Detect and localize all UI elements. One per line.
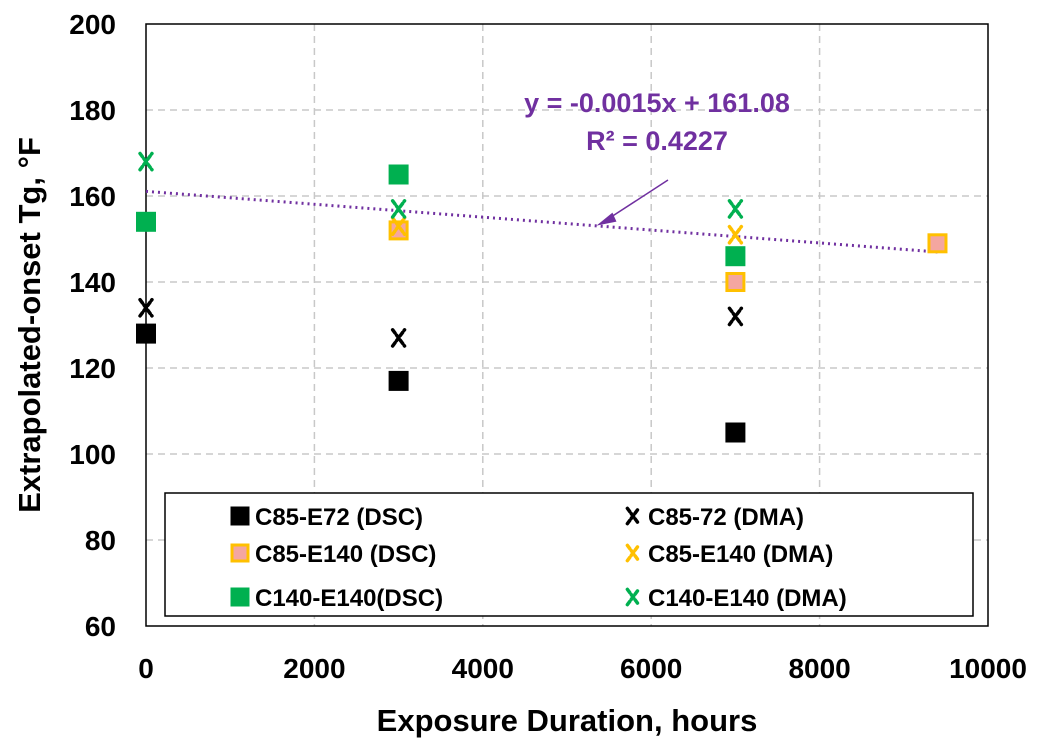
x-tick-label: 2000	[283, 653, 345, 684]
y-tick-label: 100	[69, 439, 116, 470]
r-squared-label: R² = 0.4227	[586, 126, 728, 156]
legend-marker	[230, 587, 250, 607]
legend-box	[164, 492, 974, 617]
marker-stroke	[625, 506, 641, 526]
y-tick-label: 160	[69, 181, 116, 212]
data-point	[388, 164, 409, 185]
data-point	[725, 422, 746, 443]
marker-stroke	[390, 199, 407, 219]
equation-label: y = -0.0015x + 161.08	[524, 88, 790, 118]
legend-marker	[625, 506, 641, 526]
data-point	[390, 328, 407, 348]
marker-stroke	[625, 543, 641, 563]
legend-marker	[230, 506, 250, 526]
y-tick-label: 200	[69, 9, 116, 40]
data-point	[725, 272, 746, 292]
legend-item: C140-E140 (DMA)	[625, 585, 847, 612]
legend-item: C140-E140(DSC)	[230, 585, 443, 612]
marker-stroke	[138, 297, 154, 318]
data-point	[388, 370, 409, 391]
data-points	[136, 151, 948, 443]
marker-stroke	[727, 199, 744, 219]
legend-label: C85-E140 (DMA)	[648, 541, 833, 568]
legend-item: C85-E140 (DMA)	[625, 541, 833, 568]
data-point	[136, 211, 156, 232]
data-point	[727, 199, 744, 219]
y-tick-label: 80	[85, 525, 116, 556]
x-tick-label: 6000	[620, 653, 682, 684]
data-point	[138, 297, 154, 318]
legend-marker	[230, 543, 250, 563]
legend-label: C140-E140(DSC)	[255, 585, 443, 612]
data-point	[725, 246, 746, 267]
annotation-arrowhead	[596, 212, 617, 226]
data-point	[727, 224, 744, 245]
y-tick-label: 120	[69, 353, 116, 384]
trendline-equation: y = -0.0015x + 161.08 R² = 0.4227	[524, 88, 790, 156]
data-point	[727, 306, 744, 327]
legend-label: C140-E140 (DMA)	[648, 585, 847, 612]
y-tick-label: 140	[69, 267, 116, 298]
marker-stroke	[727, 306, 744, 327]
x-tick-label: 0	[138, 653, 154, 684]
data-point	[390, 199, 407, 219]
x-axis-ticks: 0 2000 4000 6000 8000 10000	[138, 653, 1027, 684]
data-point	[136, 323, 156, 344]
data-point	[138, 151, 154, 172]
marker-stroke	[625, 587, 641, 607]
legend-label: C85-72 (DMA)	[648, 504, 804, 531]
legend-marker	[625, 543, 641, 563]
trendline-line	[145, 189, 938, 254]
data-point	[390, 216, 407, 236]
legend-item: C85-72 (DMA)	[625, 504, 804, 531]
x-tick-label: 8000	[788, 653, 850, 684]
marker-stroke	[727, 224, 744, 245]
marker-stroke	[390, 328, 407, 348]
legend-label: C85-E72 (DSC)	[255, 504, 423, 531]
legend-item: C85-E140 (DSC)	[230, 541, 436, 568]
y-axis-title: Extrapolated-onset Tg, °F	[12, 137, 47, 513]
legend: C85-E72 (DSC) C85-72 (DMA) C85-E140 (DSC) C…	[164, 492, 974, 617]
data-point	[927, 233, 948, 254]
legend-marker	[625, 587, 641, 607]
trendline	[145, 179, 938, 254]
x-axis-title: Exposure Duration, hours	[377, 703, 758, 738]
x-tick-label: 4000	[452, 653, 514, 684]
y-tick-label: 180	[69, 95, 116, 126]
legend-label: C85-E140 (DSC)	[255, 541, 436, 568]
legend-item: C85-E72 (DSC)	[230, 504, 423, 531]
y-tick-label: 60	[85, 611, 116, 642]
annotation-arrow-line	[605, 179, 669, 222]
marker-stroke	[390, 216, 407, 236]
marker-stroke	[138, 151, 154, 172]
x-tick-label: 10000	[949, 653, 1027, 684]
y-axis-ticks: 60 80 100 120 140 160 180 200	[69, 9, 116, 642]
